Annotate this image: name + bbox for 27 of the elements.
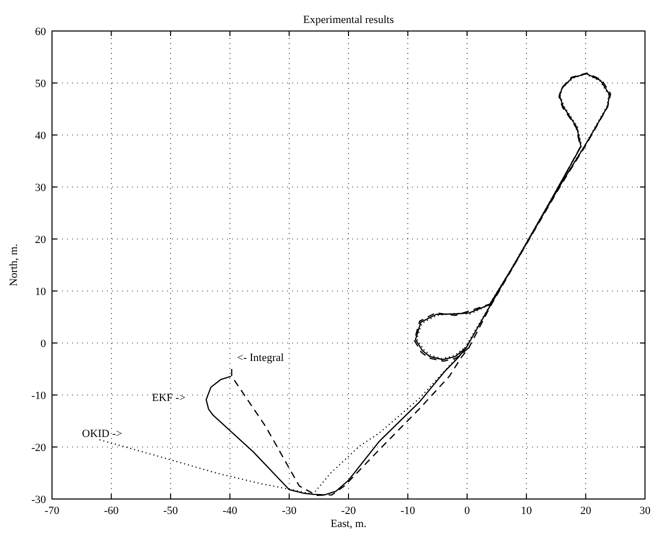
y-tick-label: -20 [31, 442, 46, 454]
x-tick-label: 0 [464, 505, 470, 517]
x-tick-label: -20 [341, 505, 356, 517]
annotation: <- Integral [237, 352, 284, 364]
x-axis-title: East, m. [330, 518, 367, 530]
annotation: EKF -> [152, 392, 186, 404]
y-tick-label: 10 [35, 286, 46, 298]
x-tick-label: -60 [104, 505, 120, 517]
x-tick-label: 10 [520, 505, 532, 517]
x-tick-label: -50 [163, 505, 178, 517]
x-tick-label: -70 [44, 505, 60, 517]
y-axis-title: North, m. [8, 244, 20, 286]
x-tick-label: -10 [400, 505, 416, 517]
y-tick-label: 40 [35, 130, 46, 142]
x-tick-label: -40 [222, 505, 238, 517]
y-tick-label: -30 [31, 494, 46, 506]
y-tick-label: 0 [40, 338, 46, 350]
y-tick-label: 20 [35, 234, 46, 246]
x-tick-label: 30 [640, 505, 651, 517]
x-tick-label: 20 [580, 505, 592, 517]
y-tick-label: 60 [35, 26, 46, 38]
chart-title: Experimental results [303, 14, 394, 26]
x-tick-label: -30 [282, 505, 298, 517]
y-tick-label: 50 [35, 78, 46, 90]
y-tick-label: -10 [31, 390, 46, 402]
annotation: OKID -> [82, 428, 122, 440]
y-tick-label: 30 [35, 182, 46, 194]
